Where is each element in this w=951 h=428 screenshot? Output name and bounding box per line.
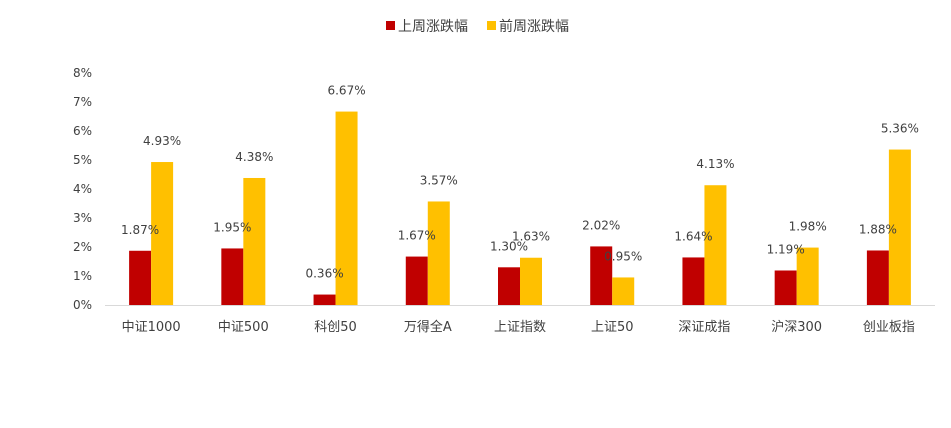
data-label-last-week: 1.19% [767, 242, 805, 256]
data-label-last-week: 2.02% [582, 218, 620, 232]
bar-prev-week [335, 111, 358, 305]
data-label-last-week: 1.88% [859, 222, 897, 236]
legend-swatch-last-week [386, 21, 395, 30]
x-axis: 中证1000 中证500 科创50 万得全A 上证指数 上证50 深证成指 沪深300 创业板指 [105, 305, 935, 335]
bar-last-week [313, 294, 336, 305]
bar-prev-week [796, 247, 819, 305]
y-tick-label: 8% [73, 66, 92, 80]
y-tick-label: 1% [73, 269, 92, 283]
x-tick-label: 中证1000 [122, 320, 181, 335]
legend-label-prev-week: 前周涨跌幅 [499, 18, 569, 35]
data-label-prev-week: 1.63% [512, 230, 550, 244]
data-label-last-week: 0.36% [305, 267, 343, 281]
bar-last-week [498, 267, 520, 305]
y-tick-label: 3% [73, 211, 92, 225]
bar-last-week [590, 246, 613, 305]
data-label-last-week: 1.95% [213, 220, 251, 234]
y-tick-label: 6% [73, 124, 92, 138]
bar-prev-week [520, 257, 542, 305]
data-label-prev-week: 3.57% [420, 173, 458, 187]
data-label-last-week: 1.87% [121, 223, 159, 237]
bar-last-week [405, 256, 428, 305]
data-label-prev-week: 4.93% [143, 134, 181, 148]
bar-prev-week [612, 277, 635, 305]
data-label-prev-week: 1.98% [789, 220, 827, 234]
x-tick-label: 创业板指 [863, 320, 915, 335]
bar-last-week [129, 250, 152, 305]
y-tick-label: 4% [73, 182, 92, 196]
x-tick-label: 深证成指 [678, 320, 730, 335]
bar-prev-week [888, 149, 911, 305]
data-label-prev-week: 6.67% [327, 84, 365, 98]
bar-last-week [866, 250, 889, 305]
legend-swatch-prev-week [487, 21, 496, 30]
data-label-prev-week: 5.36% [881, 122, 919, 136]
x-tick-label: 上证指数 [494, 320, 546, 335]
data-label-last-week: 1.67% [398, 229, 436, 243]
bar-last-week [774, 270, 797, 305]
x-tick-label: 科创50 [314, 320, 357, 335]
bar-prev-week [704, 185, 727, 305]
bar-prev-week [427, 201, 450, 305]
y-tick-label: 7% [73, 95, 92, 109]
x-tick-label: 中证500 [218, 320, 269, 335]
data-labels: 1.87% 1.95% 0.36% 1.67% 1.30% 2.02% 1.64% 1.19%… [121, 84, 919, 281]
bars [129, 111, 911, 305]
x-tick-label: 上证50 [591, 320, 634, 335]
x-tick-label: 沪深300 [771, 319, 822, 335]
data-label-last-week: 1.30% [490, 239, 528, 253]
bar-prev-week [243, 177, 266, 305]
legend-label-last-week: 上周涨跌幅 [398, 19, 468, 35]
bar-last-week [682, 257, 705, 305]
data-label-last-week: 1.64% [674, 229, 712, 243]
bar-prev-week [151, 162, 174, 305]
bar-last-week [221, 248, 244, 305]
data-label-prev-week: 0.95% [604, 249, 642, 263]
y-tick-label: 0% [73, 298, 92, 312]
y-axis: 0% 1% 2% 3% 4% 5% 6% 7% 8% [73, 66, 92, 312]
x-tick-label: 万得全A [404, 319, 452, 335]
data-label-prev-week: 4.38% [235, 150, 273, 164]
y-tick-label: 2% [73, 240, 92, 254]
y-tick-label: 5% [73, 153, 92, 167]
legend: 上周涨跌幅 前周涨跌幅 [386, 18, 569, 35]
data-label-prev-week: 4.13% [696, 157, 734, 171]
